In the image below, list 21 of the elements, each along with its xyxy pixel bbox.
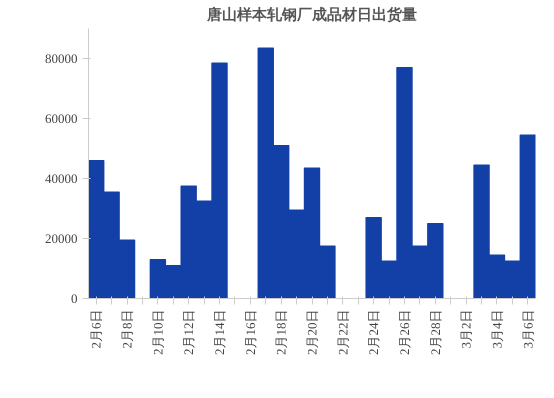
x-tick-label: 2月18日 — [274, 310, 289, 355]
x-tick-label: 2月10日 — [150, 310, 166, 355]
x-tick-label: 3月6日 — [520, 310, 536, 348]
chart-title: 唐山样本轧钢厂成品材日出货量 — [206, 6, 417, 24]
x-tick-label: 2月28日 — [428, 310, 443, 355]
y-tick-label: 40000 — [45, 171, 78, 186]
x-tick-label: 2月24日 — [366, 310, 382, 355]
y-tick-label: 80000 — [45, 51, 78, 66]
x-tick-label: 2月8日 — [120, 310, 135, 348]
x-tick-label: 2月26日 — [396, 310, 412, 355]
x-tick-label: 2月6日 — [88, 310, 104, 348]
x-tick-label: 2月14日 — [212, 310, 228, 355]
y-tick-label: 20000 — [45, 231, 78, 246]
x-tick-label: 3月4日 — [489, 310, 504, 348]
x-tick-label: 2月20日 — [304, 310, 320, 355]
y-tick-label: 0 — [71, 291, 78, 306]
x-tick-label: 2月16日 — [242, 310, 258, 355]
x-tick-label: 3月2日 — [458, 310, 474, 348]
x-tick-label: 2月12日 — [181, 310, 196, 355]
x-tick-label: 2月22日 — [335, 310, 350, 355]
y-tick-label: 60000 — [45, 111, 78, 126]
